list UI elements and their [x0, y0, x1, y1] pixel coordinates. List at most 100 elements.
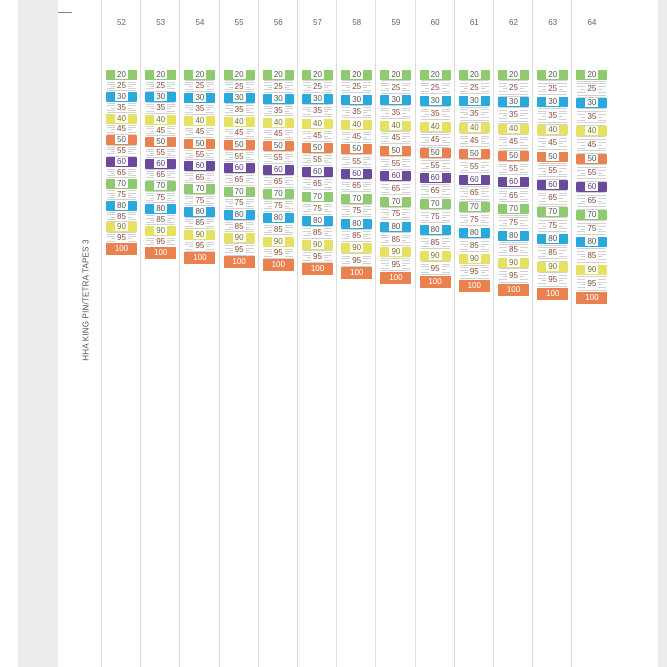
mark-30-band: 30 [184, 92, 216, 103]
tick-line [577, 178, 607, 180]
mark-80-band: 80 [262, 212, 294, 223]
mark-70-band: 70 [458, 201, 490, 212]
mark-label: 40 [467, 122, 481, 132]
tick-line [381, 130, 411, 132]
tick-line [342, 92, 372, 94]
mark-label: 30 [154, 92, 168, 102]
tick-line [107, 242, 136, 244]
tick-line [499, 254, 528, 256]
mark-30-band: 30 [498, 96, 529, 107]
mark-label: 90 [232, 233, 246, 243]
mark-label: 85 [271, 224, 285, 234]
mark-label: 55 [193, 149, 207, 159]
mark-70-band: 70 [302, 191, 333, 202]
mark-95: 95 [420, 263, 451, 274]
mark-label: 35 [585, 111, 599, 121]
tape-column: 58 20 25 30 35 40 45 50 55 60 65 70 75 80 85 90 95 100 [336, 0, 376, 667]
mark-55: 55 [302, 155, 333, 165]
mark-label: 85 [428, 238, 442, 248]
mark-label: 50 [546, 152, 560, 162]
mark-label: 20 [271, 70, 285, 79]
tick-line [146, 168, 176, 170]
mark-20-band: 20 [380, 70, 412, 80]
mark-label: 95 [467, 267, 481, 277]
mark-label: 60 [193, 161, 207, 171]
tape-column: 53 20 25 30 35 40 45 50 55 60 65 70 75 80 85 90 95 100 [140, 0, 180, 667]
tick-line [381, 219, 411, 221]
mark-60-band: 60 [302, 167, 333, 178]
tape-column: 63 20 25 30 35 40 45 50 55 60 65 70 75 80 85 90 95 100 [532, 0, 572, 667]
mark-85: 85 [459, 241, 490, 251]
mark-label: 75 [585, 223, 599, 233]
mark-label: 70 [507, 204, 520, 214]
mark-30-band: 30 [380, 95, 412, 106]
mark-label: 45 [193, 127, 207, 137]
column-number: 56 [273, 18, 283, 27]
mark-label: 55 [507, 164, 520, 174]
mark-label: 25 [585, 83, 599, 93]
column-number: 60 [430, 18, 440, 27]
tape-column: 62 20 25 30 35 40 45 50 55 60 65 70 75 80 85 90 95 100 [493, 0, 533, 667]
mark-60-band: 60 [223, 163, 255, 174]
tick-line [420, 93, 450, 95]
mark-label: 80 [467, 227, 481, 237]
tick-line [538, 148, 568, 150]
mark-50-band: 50 [419, 147, 451, 158]
tick-line [459, 106, 489, 108]
mark-label: 70 [232, 186, 246, 196]
tick-line [499, 187, 528, 189]
mark-35: 35 [145, 103, 176, 113]
mark-55: 55 [263, 153, 294, 163]
mark-label: 90 [193, 229, 207, 239]
mark-label: 65 [428, 186, 442, 196]
mark-35: 35 [302, 106, 333, 116]
tick-line [577, 111, 607, 113]
mark-label: 70 [467, 201, 481, 211]
mark-20-band: 20 [498, 70, 529, 80]
mark-20-band: 20 [341, 70, 373, 80]
mark-label: 35 [389, 108, 403, 118]
mark-65: 65 [106, 168, 137, 178]
mark-40-band: 40 [223, 116, 255, 127]
mark-label: 60 [154, 159, 168, 169]
mark-25: 25 [224, 81, 255, 92]
mark-label: 80 [428, 225, 442, 235]
mark-label: 70 [389, 196, 403, 206]
tick-line [499, 147, 528, 149]
mark-label: 20 [154, 70, 168, 79]
column-number: 61 [469, 18, 479, 27]
mark-75: 75 [263, 200, 294, 211]
tick-line [538, 94, 568, 96]
mark-label: 20 [585, 70, 599, 79]
mark-label: 65 [546, 193, 560, 203]
mark-40-band: 40 [537, 124, 569, 135]
mark-35: 35 [576, 111, 607, 122]
mark-label: 60 [311, 167, 324, 177]
mark-35: 35 [498, 110, 529, 120]
tick-line [420, 80, 450, 82]
tick-line [420, 209, 450, 211]
mark-90-band: 90 [341, 243, 373, 254]
mark-95: 95 [302, 252, 333, 262]
mark-label: 95 [311, 252, 324, 262]
mark-label: 45 [389, 133, 403, 143]
mark-label: 50 [311, 142, 324, 152]
tick-line [420, 157, 450, 159]
mark-label: 90 [271, 236, 285, 246]
mark-90-band: 90 [223, 233, 255, 244]
mark-75: 75 [302, 203, 333, 214]
mark-40-band: 40 [380, 120, 412, 131]
mark-label: 40 [115, 113, 128, 123]
tick-line [263, 222, 293, 224]
mark-40-band: 40 [184, 115, 216, 126]
tick-line [185, 227, 215, 229]
tick-line [224, 102, 254, 104]
mark-label: 45 [546, 138, 560, 148]
tick-line [263, 79, 293, 81]
tick-line [224, 161, 254, 163]
tick-line [303, 189, 332, 191]
tick-line [263, 258, 293, 260]
tick-line [342, 179, 372, 181]
mark-35: 35 [224, 104, 255, 115]
mark-label: 70 [311, 191, 324, 201]
